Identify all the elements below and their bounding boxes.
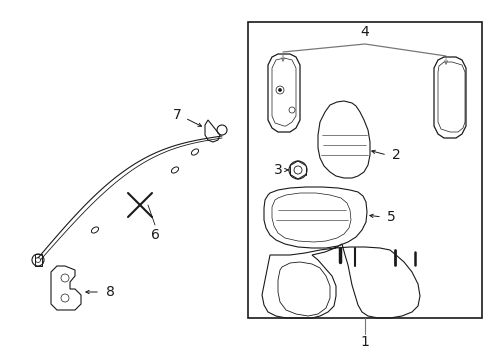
Text: 6: 6: [150, 228, 159, 242]
Text: 2: 2: [391, 148, 400, 162]
Text: 4: 4: [360, 25, 368, 39]
Text: 3: 3: [273, 163, 282, 177]
Text: 7: 7: [172, 108, 181, 122]
Text: 1: 1: [360, 335, 368, 349]
Text: 8: 8: [105, 285, 114, 299]
Text: 5: 5: [386, 210, 395, 224]
Circle shape: [278, 89, 281, 91]
